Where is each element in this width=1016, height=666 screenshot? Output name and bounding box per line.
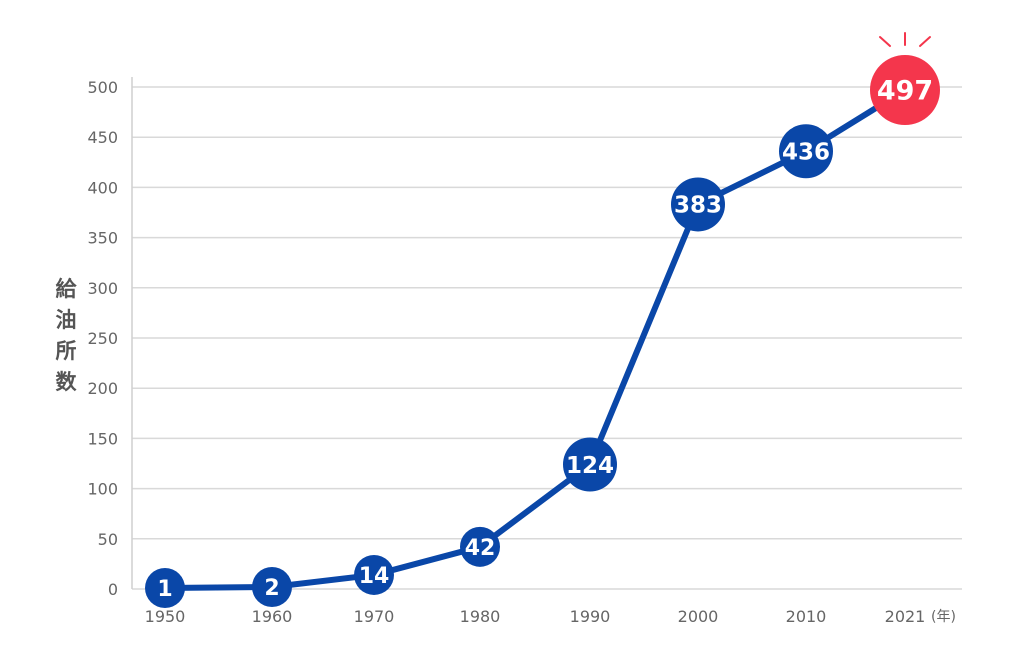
data-point-1960: [252, 566, 292, 607]
data-point-2010: [779, 124, 833, 179]
grid-lines: [132, 86, 962, 590]
y-tick-label-0: 0: [108, 580, 118, 599]
data-label-2010: 436: [782, 140, 830, 166]
data-label-1990: 124: [566, 453, 614, 479]
markers: 1 2 14 42 124 383 436 497: [145, 32, 940, 608]
data-label-1970: 14: [359, 564, 390, 589]
y-tick-label-400: 400: [87, 178, 118, 197]
x-tick-label-1990: 1990: [570, 607, 611, 626]
data-label-1980: 42: [465, 536, 496, 561]
data-label-2000: 383: [674, 193, 722, 219]
x-tick-label-1970: 1970: [354, 607, 395, 626]
y-axis-label: 給油所数: [56, 277, 78, 394]
axes: 0 50 100 150 200 250 300 350 400 450 500 1950 1960 19…: [87, 77, 956, 626]
y-tick-label-100: 100: [87, 480, 118, 499]
data-point-2000: [671, 177, 725, 232]
y-tick-label-50: 50: [98, 530, 118, 549]
data-point-1980: [460, 526, 500, 567]
data-point-1990: [563, 437, 617, 492]
x-tick-label-2010: 2010: [786, 607, 827, 626]
data-point-2021: [870, 55, 940, 126]
x-tick-label-2021: 2021: [885, 607, 926, 626]
data-label-1960: 2: [264, 576, 279, 601]
x-tick-label-1950: 1950: [145, 607, 186, 626]
y-tick-label-500: 500: [87, 78, 118, 97]
x-unit-label: (年): [931, 609, 956, 625]
y-tick-label-150: 150: [87, 429, 118, 448]
data-label-2021: 497: [877, 76, 933, 107]
x-tick-label-1960: 1960: [252, 607, 293, 626]
data-point-1950: [145, 567, 185, 608]
y-tick-label-250: 250: [87, 329, 118, 348]
data-point-1970: [354, 554, 394, 595]
y-tick-label-300: 300: [87, 279, 118, 298]
x-tick-label-1980: 1980: [460, 607, 501, 626]
y-tick-label-350: 350: [87, 229, 118, 248]
highlight-ray-2: [919, 36, 931, 48]
data-label-1950: 1: [157, 577, 172, 602]
x-tick-label-2000: 2000: [678, 607, 719, 626]
highlight-ray-0: [879, 36, 891, 48]
y-tick-label-450: 450: [87, 128, 118, 147]
y-tick-label-200: 200: [87, 379, 118, 398]
